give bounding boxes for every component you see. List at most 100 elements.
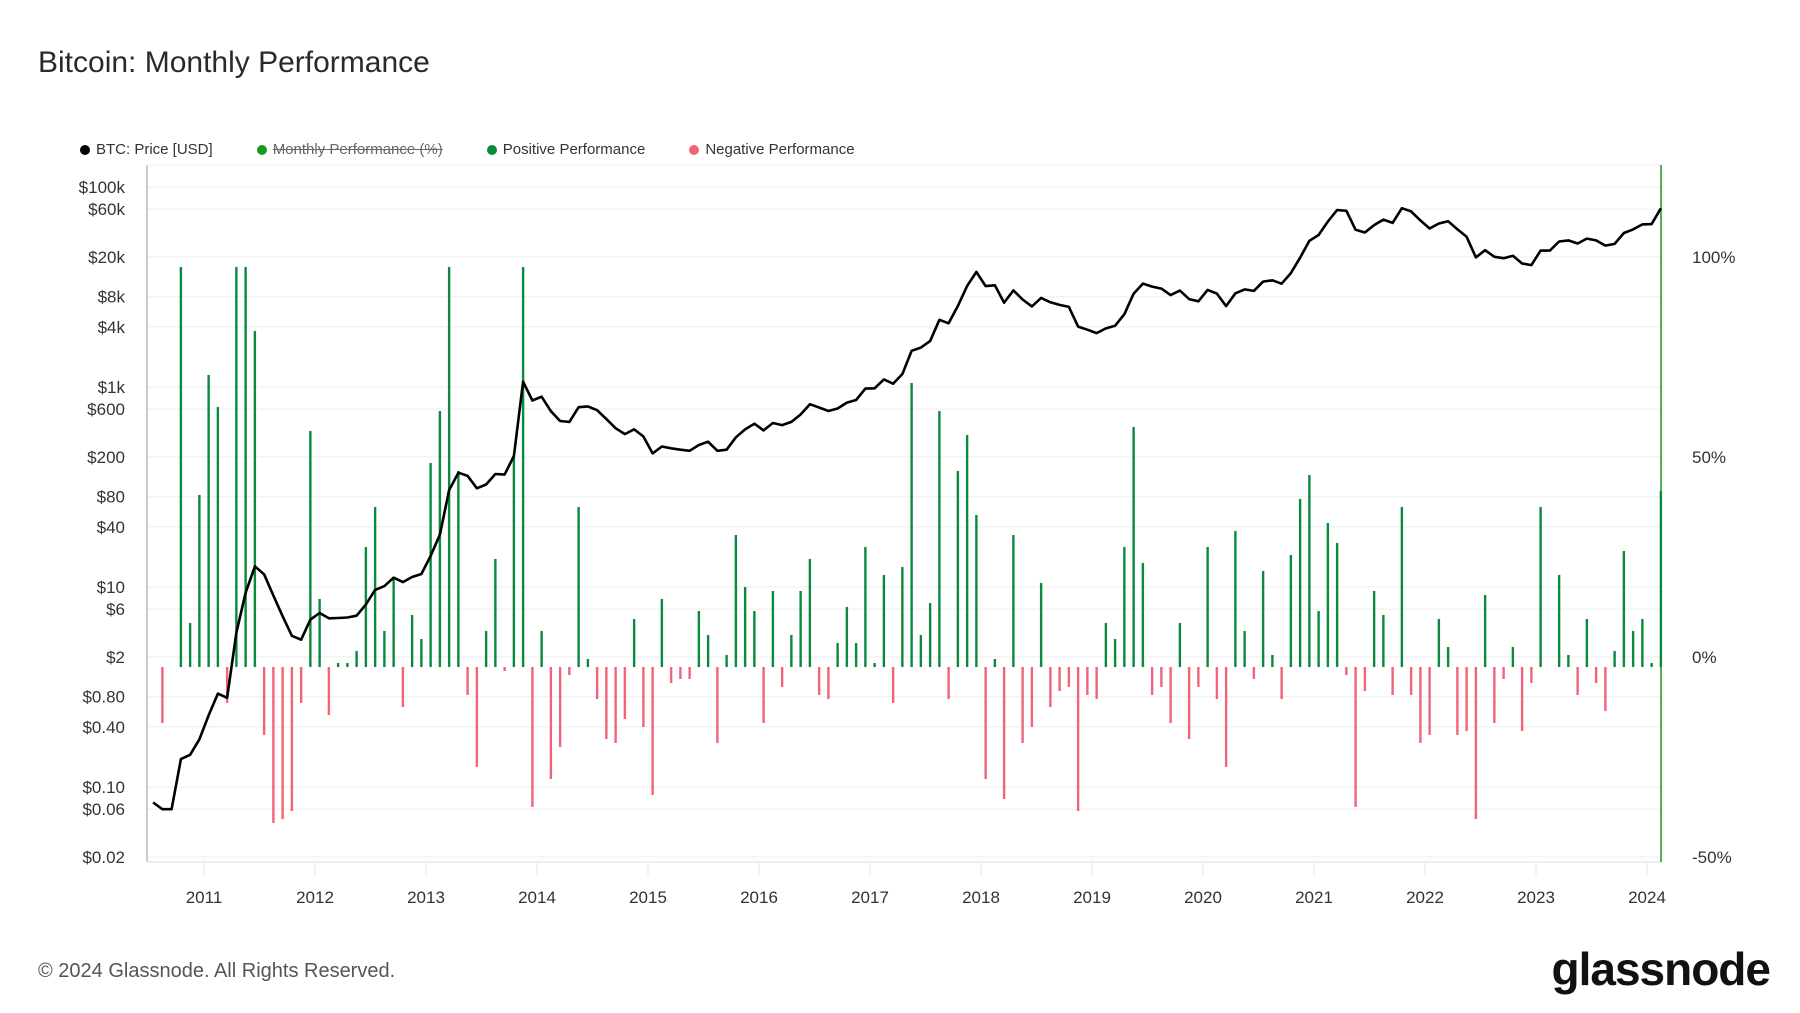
positive-bar: [753, 611, 756, 667]
positive-bar: [790, 635, 793, 667]
positive-bar: [198, 495, 201, 667]
positive-bar: [1659, 491, 1663, 667]
positive-bar: [216, 407, 220, 667]
positive-bar: [1511, 647, 1515, 667]
positive-bar: [235, 267, 238, 667]
positive-bar: [540, 631, 543, 667]
negative-bar: [669, 667, 673, 683]
x-tick-label: 2011: [186, 888, 223, 907]
positive-bar: [512, 455, 516, 667]
positive-bar: [882, 575, 886, 667]
chart-title: Bitcoin: Monthly Performance: [38, 46, 430, 79]
y-right-tick-label: 0%: [1692, 648, 1717, 667]
negative-bar: [1520, 667, 1524, 731]
positive-bar: [1335, 543, 1339, 667]
positive-bar: [355, 651, 358, 667]
positive-bar: [1400, 507, 1404, 667]
positive-bar: [577, 507, 580, 667]
positive-bar: [1641, 619, 1644, 667]
positive-bar: [956, 471, 960, 667]
positive-bar: [808, 559, 812, 667]
negative-bar: [281, 667, 284, 819]
negative-bar: [1493, 667, 1496, 723]
positive-bar: [993, 659, 997, 667]
y-left-tick-label: $200: [87, 448, 125, 467]
positive-bar: [1585, 619, 1589, 667]
positive-bar: [864, 547, 867, 667]
legend-dot-icon: [80, 144, 90, 155]
legend-item-negative[interactable]: Negative Performance: [689, 141, 855, 158]
negative-bar: [1150, 667, 1154, 695]
negative-bar: [1169, 667, 1172, 723]
negative-bar: [1409, 667, 1413, 695]
negative-bar: [503, 667, 506, 671]
positive-bar: [1326, 523, 1330, 667]
positive-bar: [336, 663, 340, 667]
y-left-tick-label: $2: [106, 648, 125, 667]
negative-bar: [614, 667, 617, 743]
positive-bar: [188, 623, 192, 667]
positive-bar: [1234, 531, 1237, 667]
negative-bar: [1197, 667, 1200, 687]
y-left-tick-label: $8k: [98, 288, 126, 307]
positive-bar: [1446, 647, 1450, 667]
positive-bar: [1567, 655, 1570, 667]
x-tick-label: 2013: [407, 888, 445, 907]
y-left-tick-label: $4k: [98, 318, 126, 337]
positive-bar: [1557, 575, 1561, 667]
negative-bar: [1049, 667, 1052, 707]
positive-bar: [873, 663, 876, 667]
positive-bar: [734, 535, 738, 667]
x-tick-label: 2024: [1628, 888, 1666, 907]
negative-bar: [1363, 667, 1367, 691]
positive-bar: [1206, 547, 1209, 667]
positive-bar: [1308, 475, 1311, 667]
positive-bar: [1271, 655, 1274, 667]
negative-bar: [1058, 667, 1061, 691]
negative-bar: [161, 667, 164, 723]
positive-bar: [383, 631, 386, 667]
y-left-tick-label: $0.02: [82, 848, 125, 867]
negative-bar: [1576, 667, 1579, 695]
positive-bar: [244, 267, 247, 667]
negative-bar: [1391, 667, 1394, 695]
legend-item-positive[interactable]: Positive Performance: [486, 141, 645, 158]
positive-bar: [928, 603, 932, 667]
positive-bar: [1631, 631, 1635, 667]
positive-bar: [1317, 611, 1320, 667]
positive-bar: [179, 267, 183, 667]
positive-bar: [965, 435, 969, 667]
positive-bar: [1261, 571, 1265, 667]
negative-bar: [475, 667, 479, 767]
negative-bar: [1030, 667, 1034, 727]
positive-bar: [1141, 563, 1145, 667]
negative-bar: [549, 667, 553, 779]
glassnode-logo: glassnode: [1551, 943, 1771, 995]
price-line: [152, 206, 1663, 811]
negative-bar: [1187, 667, 1191, 739]
negative-bar: [642, 667, 645, 727]
y-left-tick-label: $0.10: [82, 778, 125, 797]
negative-bar: [1354, 667, 1357, 807]
negative-bar: [299, 667, 303, 703]
y-left-tick-label: $6: [106, 600, 125, 619]
negative-bar: [688, 667, 691, 679]
positive-bar: [901, 567, 904, 667]
positive-bar: [854, 643, 858, 667]
positive-bar: [1650, 663, 1653, 667]
negative-bar: [762, 667, 765, 723]
positive-bar: [420, 639, 423, 667]
x-tick-label: 2012: [296, 888, 334, 907]
legend-item-monthly-performance[interactable]: Monthly Performance (%): [256, 141, 443, 158]
negative-bar: [1456, 667, 1459, 735]
positive-bar: [660, 599, 664, 667]
legend-dot-icon: [689, 144, 700, 155]
negative-bar: [1594, 667, 1598, 683]
negative-bar: [262, 667, 266, 735]
y-left-tick-label: $1k: [98, 378, 126, 397]
legend-item-price[interactable]: BTC: Price [USD]: [80, 141, 213, 158]
negative-bar: [623, 667, 627, 719]
y-left-tick-label: $100k: [79, 178, 126, 197]
positive-bar: [1382, 615, 1385, 667]
